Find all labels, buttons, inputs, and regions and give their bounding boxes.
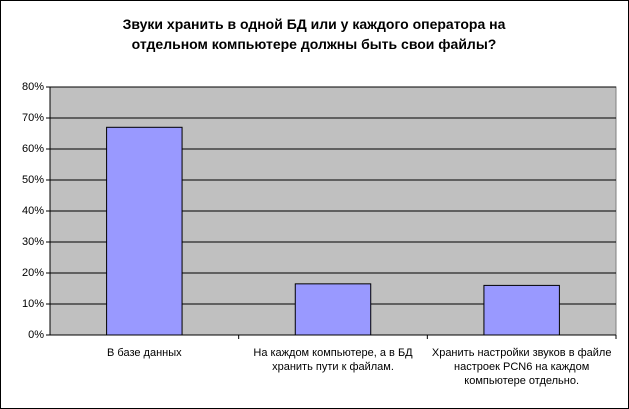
bar xyxy=(294,283,372,336)
y-tick-label: 40% xyxy=(22,205,44,217)
bar xyxy=(483,284,560,336)
bar xyxy=(106,126,183,336)
y-tick-label: 10% xyxy=(22,298,44,310)
y-tick-label: 80% xyxy=(22,81,44,93)
y-tick-label: 60% xyxy=(22,143,44,155)
y-tick-label: 70% xyxy=(22,112,44,124)
y-tick-label: 50% xyxy=(22,174,44,186)
x-tick-label: В базе данных xyxy=(107,347,182,359)
y-tick-label: 30% xyxy=(22,236,44,248)
x-tick-label: Хранить настройки звуков в файле настрое… xyxy=(431,347,612,387)
x-tick-label: На каждом компьютере, а в БД хранить пут… xyxy=(253,347,413,373)
chart-title: Звуки хранить в одной БД или у каждого о… xyxy=(122,16,506,52)
y-tick-label: 20% xyxy=(22,267,44,279)
y-tick-label: 0% xyxy=(28,329,44,341)
